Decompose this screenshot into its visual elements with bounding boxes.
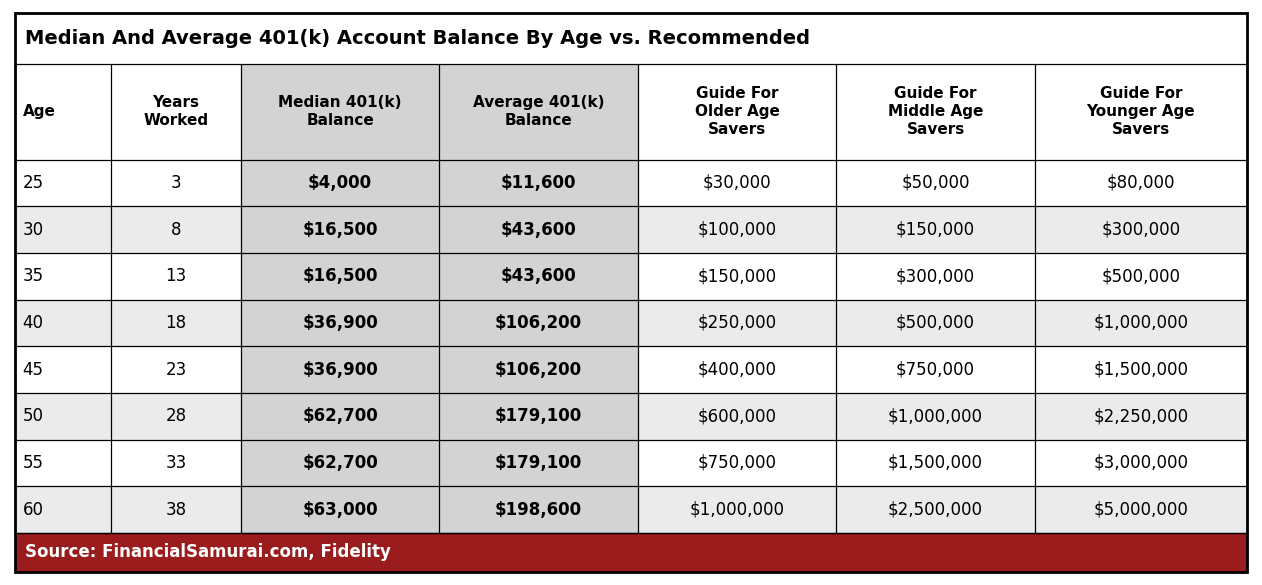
Text: Source: FinancialSamurai.com, Fidelity: Source: FinancialSamurai.com, Fidelity: [25, 543, 391, 562]
Text: $1,000,000: $1,000,000: [888, 407, 983, 425]
Bar: [439, 346, 637, 393]
Text: $198,600: $198,600: [495, 501, 582, 518]
Text: 25: 25: [23, 174, 44, 192]
Bar: [439, 393, 637, 439]
Text: $179,100: $179,100: [495, 407, 582, 425]
Text: $62,700: $62,700: [303, 407, 379, 425]
Bar: [439, 253, 637, 300]
Text: Median And Average 401(k) Account Balance By Age vs. Recommended: Median And Average 401(k) Account Balanc…: [25, 29, 810, 48]
Text: $600,000: $600,000: [698, 407, 776, 425]
Bar: [241, 346, 439, 393]
Bar: [15, 207, 1247, 253]
Bar: [439, 439, 637, 486]
Text: $43,600: $43,600: [501, 221, 577, 239]
Bar: [15, 439, 1247, 486]
Text: $16,500: $16,500: [303, 267, 377, 285]
Text: Average 401(k)
Balance: Average 401(k) Balance: [473, 95, 604, 128]
Bar: [241, 486, 439, 533]
Bar: [241, 439, 439, 486]
Text: Guide For
Middle Age
Savers: Guide For Middle Age Savers: [888, 87, 983, 137]
Bar: [439, 207, 637, 253]
Bar: [241, 300, 439, 346]
Text: $750,000: $750,000: [698, 454, 776, 472]
Text: $11,600: $11,600: [501, 174, 577, 192]
Text: $179,100: $179,100: [495, 454, 582, 472]
Bar: [241, 160, 439, 207]
Bar: [15, 160, 1247, 207]
Text: $106,200: $106,200: [495, 360, 582, 378]
Bar: [241, 253, 439, 300]
Text: $500,000: $500,000: [896, 314, 976, 332]
Text: 60: 60: [23, 501, 44, 518]
Bar: [241, 207, 439, 253]
Text: 33: 33: [165, 454, 187, 472]
Text: 50: 50: [23, 407, 44, 425]
Text: 23: 23: [165, 360, 187, 378]
Bar: [439, 64, 637, 160]
Text: Guide For
Younger Age
Savers: Guide For Younger Age Savers: [1087, 87, 1195, 137]
Text: $3,000,000: $3,000,000: [1093, 454, 1189, 472]
Text: $43,600: $43,600: [501, 267, 577, 285]
Bar: [15, 253, 1247, 300]
Text: $16,500: $16,500: [303, 221, 377, 239]
Text: $500,000: $500,000: [1102, 267, 1180, 285]
Text: $1,000,000: $1,000,000: [1093, 314, 1189, 332]
Text: $36,900: $36,900: [303, 314, 379, 332]
Text: $1,500,000: $1,500,000: [888, 454, 983, 472]
Text: $36,900: $36,900: [303, 360, 379, 378]
Text: 40: 40: [23, 314, 44, 332]
Bar: [241, 64, 439, 160]
Bar: [15, 346, 1247, 393]
Text: Age: Age: [23, 104, 56, 119]
Text: $30,000: $30,000: [703, 174, 771, 192]
Text: $80,000: $80,000: [1107, 174, 1175, 192]
Text: $300,000: $300,000: [896, 267, 976, 285]
Text: $1,500,000: $1,500,000: [1093, 360, 1189, 378]
Text: 55: 55: [23, 454, 44, 472]
Text: $2,500,000: $2,500,000: [888, 501, 983, 518]
Text: 13: 13: [165, 267, 187, 285]
Text: $4,000: $4,000: [308, 174, 372, 192]
Text: Median 401(k)
Balance: Median 401(k) Balance: [279, 95, 401, 128]
Text: $1,000,000: $1,000,000: [689, 501, 785, 518]
Text: 30: 30: [23, 221, 44, 239]
Text: Guide For
Older Age
Savers: Guide For Older Age Savers: [694, 87, 780, 137]
Text: 18: 18: [165, 314, 187, 332]
Text: $63,000: $63,000: [303, 501, 379, 518]
Text: $106,200: $106,200: [495, 314, 582, 332]
Text: $400,000: $400,000: [698, 360, 776, 378]
Bar: [15, 64, 1247, 160]
Bar: [15, 486, 1247, 533]
Text: 28: 28: [165, 407, 187, 425]
Text: $750,000: $750,000: [896, 360, 976, 378]
Text: 45: 45: [23, 360, 44, 378]
Bar: [241, 393, 439, 439]
Bar: [15, 13, 1247, 64]
Bar: [15, 300, 1247, 346]
Text: $300,000: $300,000: [1102, 221, 1180, 239]
Bar: [439, 300, 637, 346]
Text: 35: 35: [23, 267, 44, 285]
Bar: [439, 486, 637, 533]
Text: $150,000: $150,000: [896, 221, 976, 239]
Text: $2,250,000: $2,250,000: [1093, 407, 1189, 425]
Text: $50,000: $50,000: [901, 174, 969, 192]
Text: 3: 3: [170, 174, 182, 192]
Text: $5,000,000: $5,000,000: [1093, 501, 1189, 518]
Text: 8: 8: [170, 221, 182, 239]
Bar: [439, 160, 637, 207]
Bar: [15, 533, 1247, 572]
Text: Years
Worked: Years Worked: [144, 95, 208, 128]
Text: 38: 38: [165, 501, 187, 518]
Text: $150,000: $150,000: [698, 267, 776, 285]
Text: $62,700: $62,700: [303, 454, 379, 472]
Bar: [15, 393, 1247, 439]
Text: $250,000: $250,000: [698, 314, 776, 332]
Text: $100,000: $100,000: [698, 221, 776, 239]
